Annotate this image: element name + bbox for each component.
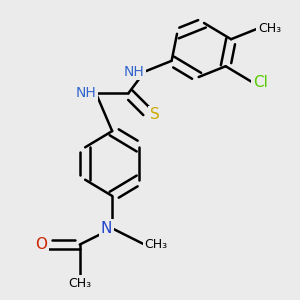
Text: CH₃: CH₃ — [258, 22, 281, 35]
Text: CH₃: CH₃ — [68, 277, 91, 290]
Text: NH: NH — [75, 86, 96, 100]
Text: CH₃: CH₃ — [145, 238, 168, 251]
Text: S: S — [150, 107, 160, 122]
Text: O: O — [35, 237, 47, 252]
Text: N: N — [101, 221, 112, 236]
Text: NH: NH — [124, 64, 145, 79]
Text: Cl: Cl — [253, 75, 268, 90]
